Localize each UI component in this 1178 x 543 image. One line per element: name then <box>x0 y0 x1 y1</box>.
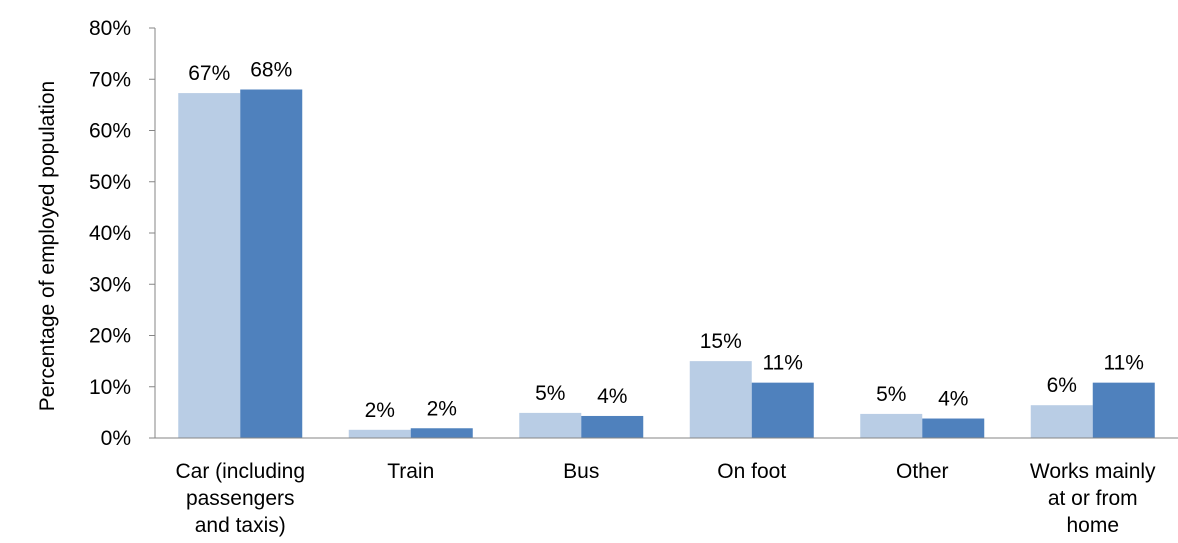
bar <box>581 415 644 438</box>
bar <box>860 413 923 438</box>
category-label: Other <box>896 460 949 483</box>
y-tick-label: 30% <box>89 273 131 296</box>
category-label: Train <box>387 460 434 483</box>
bars <box>178 89 1155 439</box>
data-label: 4% <box>938 388 968 411</box>
axes <box>154 28 1178 439</box>
y-tick-label: 70% <box>89 68 131 91</box>
y-axis-ticks: 0% 10% 20% 30% 40% 50% 60% 70% 80% <box>89 17 155 450</box>
category-label: Works mainly at or from home <box>1030 460 1156 537</box>
category-label: On foot <box>717 460 786 483</box>
data-label: 2% <box>365 399 395 422</box>
y-tick-label: 50% <box>89 171 131 194</box>
bar <box>240 89 303 438</box>
bar <box>519 412 582 438</box>
data-label: 15% <box>700 330 742 353</box>
bar <box>751 382 814 438</box>
bar <box>410 428 473 438</box>
y-tick-label: 60% <box>89 120 131 143</box>
y-axis-title: Percentage of employed population <box>36 81 59 411</box>
data-label: 68% <box>250 59 292 82</box>
data-labels: 67% 68% 2% 2% 5% 4% 15% 11% 5% 4% 6% 11% <box>188 59 1144 422</box>
y-tick-label: 80% <box>89 17 131 40</box>
y-tick-label: 20% <box>89 325 131 348</box>
y-tick-label: 10% <box>89 376 131 399</box>
data-label: 5% <box>535 382 565 405</box>
data-label: 11% <box>1104 352 1144 375</box>
data-label: 2% <box>427 397 457 420</box>
data-label: 67% <box>188 62 230 85</box>
y-tick-label: 0% <box>101 427 131 450</box>
bar <box>348 429 411 438</box>
category-label: Car (including passengers and taxis) <box>175 460 305 537</box>
bar <box>922 418 985 438</box>
category-labels: Car (including passengers and taxis) Train B… <box>175 460 1156 537</box>
category-label: Bus <box>563 460 599 483</box>
bar <box>178 93 241 439</box>
bar <box>1092 382 1155 438</box>
bar <box>1030 405 1093 438</box>
bar <box>689 361 752 438</box>
data-label: 11% <box>763 352 803 375</box>
y-tick-label: 40% <box>89 222 131 245</box>
data-label: 5% <box>876 383 906 406</box>
data-label: 4% <box>597 385 627 408</box>
data-label: 6% <box>1047 374 1077 397</box>
